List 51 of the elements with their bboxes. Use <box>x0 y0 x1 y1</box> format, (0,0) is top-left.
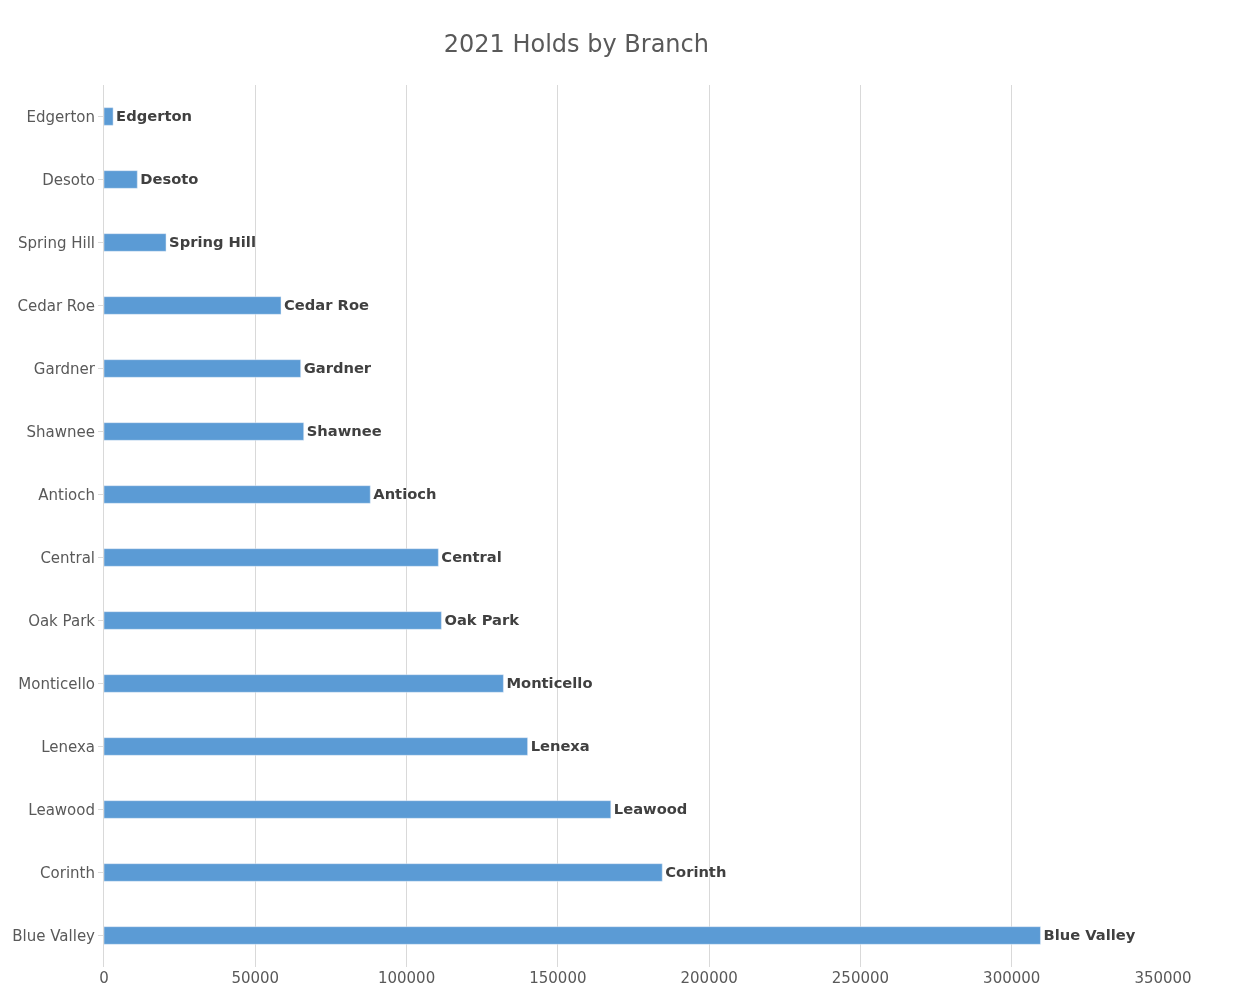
y-tick-label: Blue Valley <box>12 926 96 945</box>
x-tick-label: 100000 <box>377 969 436 987</box>
bar <box>104 296 282 315</box>
bar <box>104 107 114 126</box>
y-tick-label: Desoto <box>42 170 95 189</box>
data-label: Cedar Roe <box>284 296 369 314</box>
x-tick-label: 300000 <box>983 969 1041 987</box>
x-tick-label: 150000 <box>529 969 587 987</box>
x-tick-label: 200000 <box>680 969 738 987</box>
x-tick-label: 50000 <box>231 969 280 987</box>
y-tick-label: Antioch <box>38 485 95 504</box>
data-label: Edgerton <box>116 107 192 125</box>
x-tick-label: 350000 <box>1134 969 1192 987</box>
bar <box>104 674 504 693</box>
data-label: Monticello <box>506 674 593 692</box>
y-tick-label: Cedar Roe <box>17 296 95 315</box>
data-label: Leawood <box>613 800 688 818</box>
bar <box>104 485 371 504</box>
bar <box>104 359 301 378</box>
y-tick-label: Spring Hill <box>18 233 95 252</box>
y-tick-label: Central <box>40 548 95 567</box>
bar <box>104 863 663 882</box>
y-tick-label: Gardner <box>33 359 96 378</box>
bar <box>104 611 442 630</box>
x-tick-label: 250000 <box>831 969 890 987</box>
y-tick-label: Corinth <box>40 863 95 882</box>
y-tick-label: Lenexa <box>41 737 95 756</box>
x-tick-label: 0 <box>99 969 109 987</box>
data-label: Lenexa <box>530 737 590 755</box>
bar <box>104 170 138 189</box>
bar <box>104 422 304 441</box>
data-label: Spring Hill <box>169 233 256 251</box>
bar <box>104 233 167 252</box>
data-label: Central <box>441 548 502 566</box>
y-tick-label: Monticello <box>18 674 95 693</box>
data-label: Desoto <box>140 170 199 188</box>
y-tick-label: Oak Park <box>28 611 96 630</box>
y-tick-label: Shawnee <box>26 422 95 441</box>
data-label: Corinth <box>665 863 727 881</box>
y-tick-label: Leawood <box>28 800 95 819</box>
bar <box>104 800 612 819</box>
bar <box>104 737 528 756</box>
data-label: Blue Valley <box>1043 926 1136 944</box>
chart-title: 2021 Holds by Branch <box>443 30 709 59</box>
data-label: Antioch <box>373 485 437 503</box>
data-label: Shawnee <box>306 422 382 440</box>
y-tick-label: Edgerton <box>26 107 95 126</box>
bar <box>104 548 439 567</box>
bar <box>104 926 1041 945</box>
data-label: Oak Park <box>444 611 521 629</box>
data-label: Gardner <box>303 359 372 377</box>
